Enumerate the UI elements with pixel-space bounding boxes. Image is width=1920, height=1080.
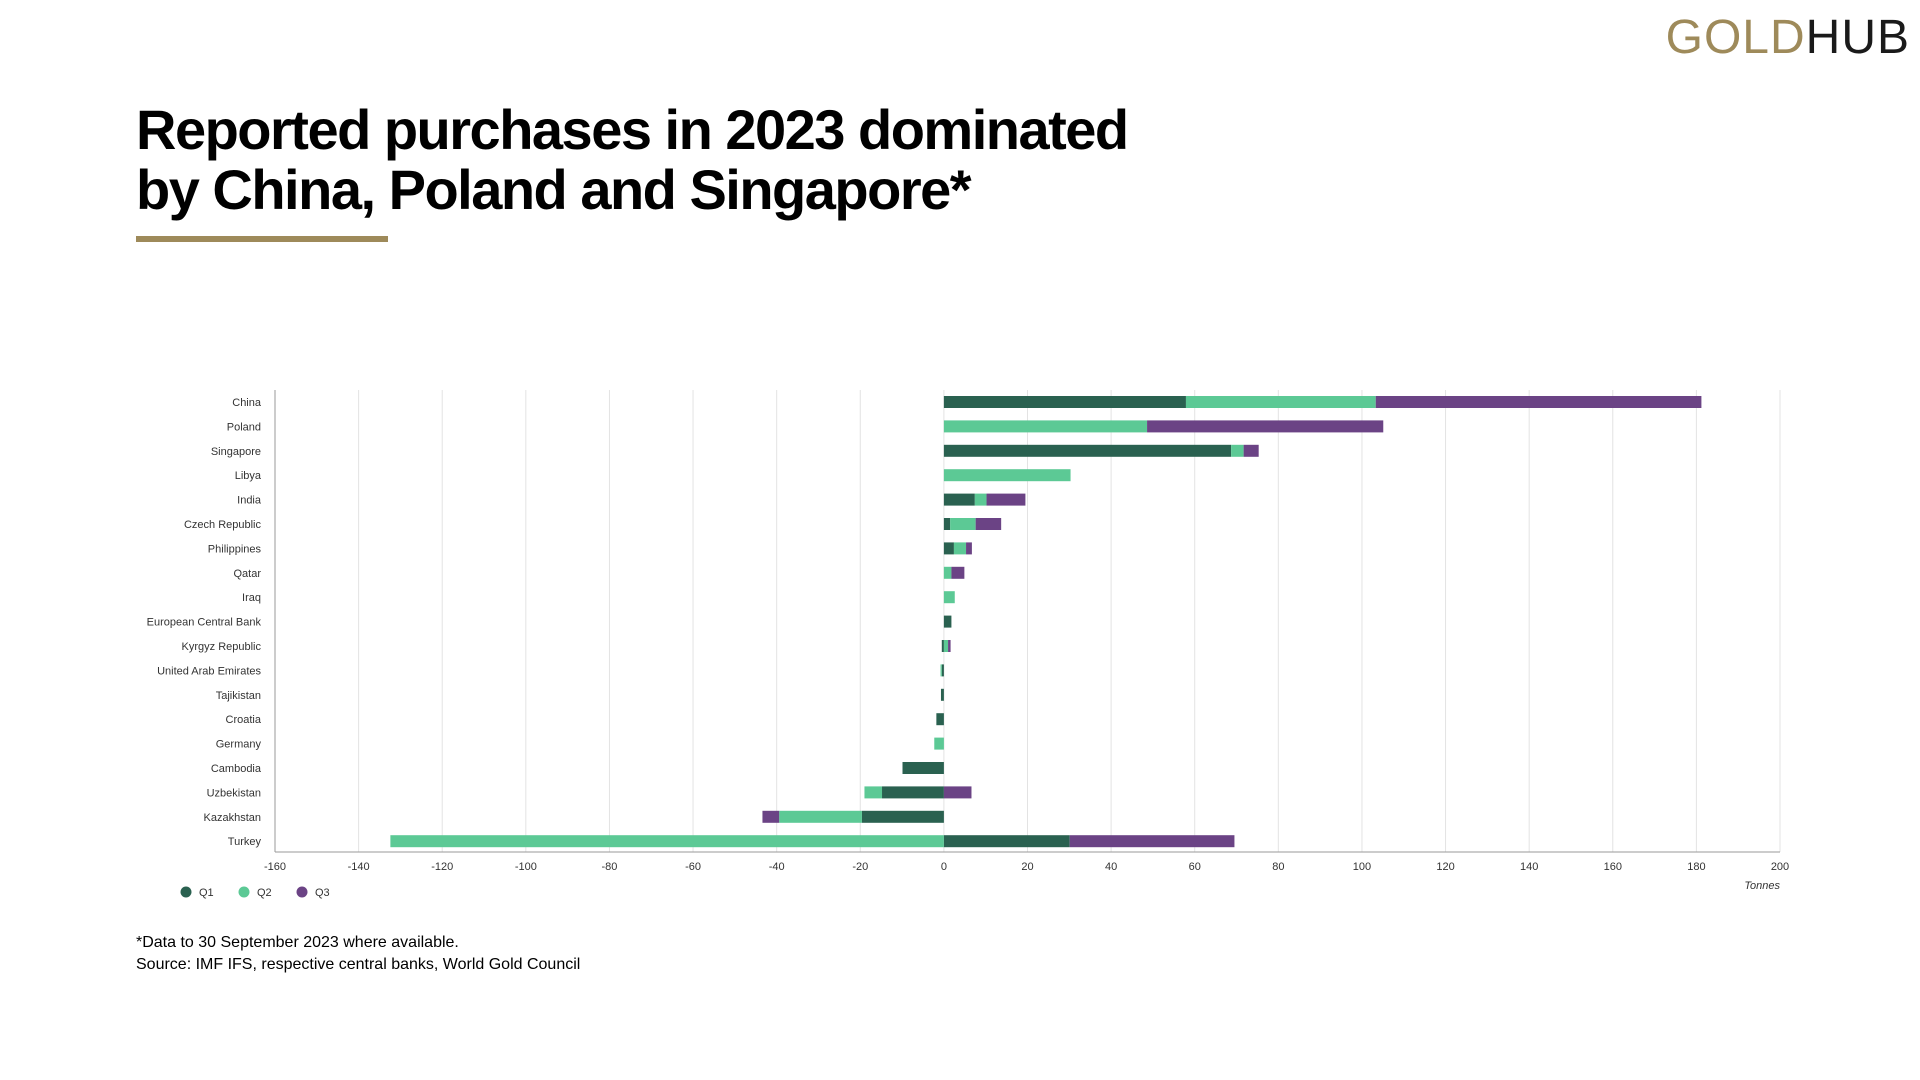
bar-q3 [762,810,780,823]
bar-q3 [1147,420,1384,433]
bar-q2 [943,469,1071,482]
logo-gold-text: GOLD [1665,11,1806,64]
category-label: Singapore [211,446,261,458]
x-tick-label: -80 [601,861,617,873]
bar-q2 [940,664,942,677]
bar-q3 [986,493,1026,506]
category-label: Kyrgyz Republic [182,641,262,653]
title-line-1: Reported purchases in 2023 dominated [136,98,1129,161]
bar-q3 [951,566,965,579]
bar-q1 [882,786,944,799]
footnote-source: Source: IMF IFS, respective central bank… [136,956,581,973]
x-tick-label: 100 [1353,861,1371,873]
goldhub-logo: GOLDHUB [1666,10,1910,66]
legend-marker-q1 [180,886,192,898]
category-label: Poland [227,421,261,433]
x-tick-label: 120 [1436,861,1454,873]
bar-q2 [864,786,883,799]
bar-q3 [948,640,951,652]
bar-q3 [975,518,1002,530]
x-tick-label: 180 [1687,861,1705,873]
x-tick-label: 20 [1021,861,1033,873]
legend-marker-q2 [238,886,250,898]
category-label: Iraq [242,592,261,604]
bar-q2 [390,835,944,848]
category-label: India [237,495,262,507]
bar-q2 [943,591,955,604]
category-label: Croatia [226,714,262,726]
x-tick-label: 80 [1272,861,1284,873]
bar-q1 [861,810,944,823]
bar-q2 [943,640,949,652]
legend-marker-q3 [296,886,308,898]
footnote-data-note: *Data to 30 September 2023 where availab… [136,934,459,951]
bar-q1 [941,664,944,677]
bar-q2 [779,810,862,823]
x-tick-label: 140 [1520,861,1538,873]
stacked-bar-chart: -160 -140 -120 -100 -80 -60 -40 -20 0 20 40 60 80 100… [147,390,1789,899]
bar-q2 [943,420,1148,433]
category-label: Turkey [228,836,262,848]
category-label: Kazakhstan [204,812,261,824]
bar-q1 [943,542,954,555]
bar-q1 [943,615,952,628]
bar-q3 [1375,396,1702,408]
category-label: Germany [216,739,262,751]
bar-q1 [936,713,944,726]
x-tick-label: -140 [348,861,370,873]
bar-q2 [943,566,952,579]
category-label: Uzbekistan [207,787,261,799]
logo-hub-text: HUB [1805,11,1910,64]
title-underline [136,236,388,242]
legend-label-q3: Q3 [315,887,330,899]
category-label: Tajikistan [216,690,261,702]
legend-label-q1: Q1 [199,887,214,899]
bar-q1 [943,396,1186,408]
bar-q1 [902,762,944,774]
footnote: *Data to 30 September 2023 where availab… [136,932,580,976]
category-label: Cambodia [211,763,262,775]
bar-q2 [934,737,944,750]
title-line-2: by China, Poland and Singapore* [136,158,972,221]
x-tick-label: -20 [852,861,868,873]
x-tick-label: -60 [685,861,701,873]
bar-q3 [1069,835,1235,848]
category-label: United Arab Emirates [157,665,261,677]
bar-q1 [940,688,944,701]
x-tick-label: 200 [1771,861,1789,873]
x-tick-label: -40 [769,861,785,873]
page-title: Reported purchases in 2023 dominated by … [136,100,1236,220]
bar-q3 [1243,444,1259,457]
category-label: Qatar [233,568,261,580]
x-tick-label: 40 [1105,861,1117,873]
x-axis-title: Tonnes [1744,880,1780,892]
bar-q1 [943,835,1070,848]
bar-q3 [943,786,972,799]
category-label: Czech Republic [184,519,262,531]
x-tick-label: 0 [941,861,947,873]
x-tick-label: -120 [431,861,453,873]
x-tick-label: 160 [1604,861,1622,873]
bar-q1 [943,493,975,506]
bar-q1 [943,518,951,530]
bar-q2 [953,542,967,555]
bar-q2 [1231,444,1244,457]
x-tick-label: -100 [515,861,537,873]
bar-q2 [974,493,987,506]
category-label: Philippines [208,543,262,555]
category-label: Libya [235,470,262,482]
category-label: China [232,397,262,409]
bar-q1 [941,640,944,652]
bar-q1 [943,444,1232,457]
bar-q2 [950,518,976,530]
x-tick-label: 60 [1189,861,1201,873]
legend-label-q2: Q2 [257,887,272,899]
x-tick-label: -160 [264,861,286,873]
bar-q2 [1185,396,1376,408]
category-label: European Central Bank [147,617,262,629]
bar-q3 [966,542,972,555]
